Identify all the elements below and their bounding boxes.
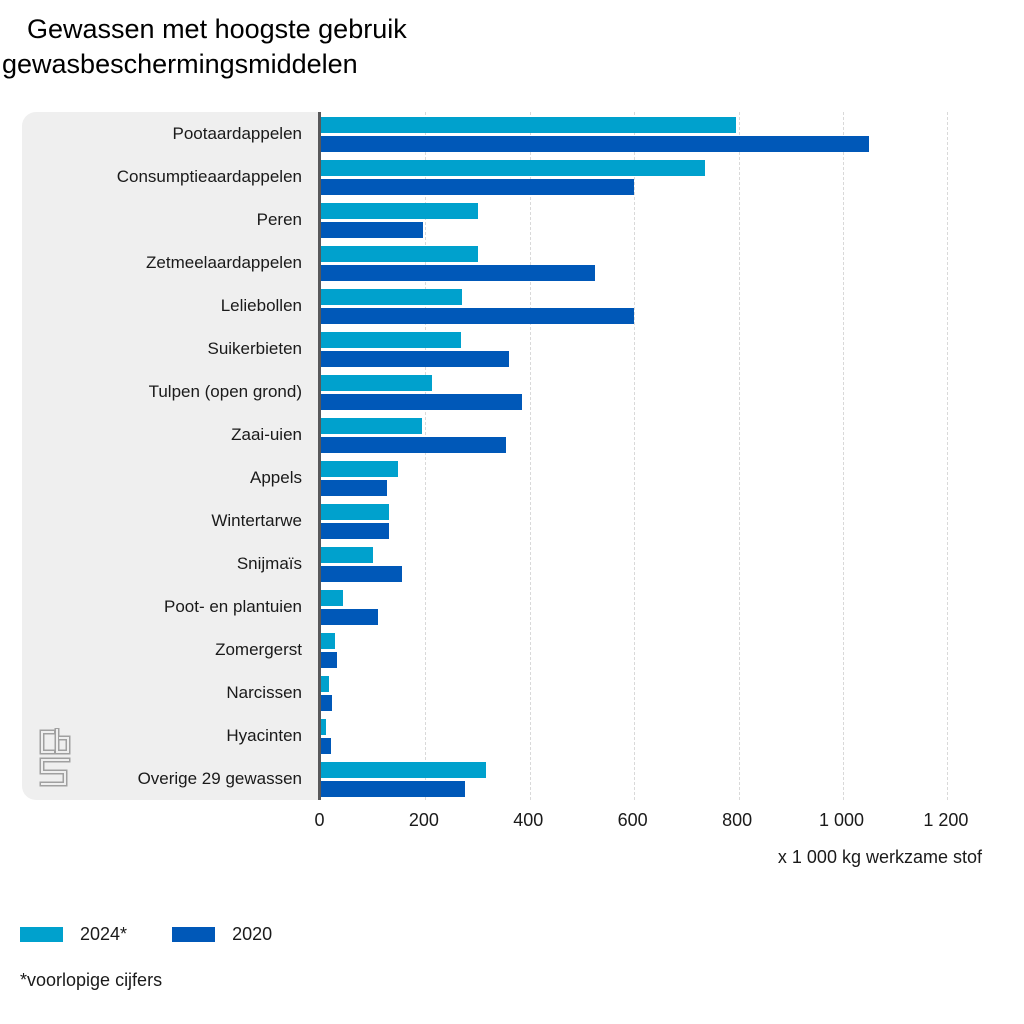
cbs-logo-glyph xyxy=(39,727,71,787)
x-tick-label-400: 400 xyxy=(513,810,544,830)
category-label: Leliebollen xyxy=(220,295,302,315)
bar-2020-row5[interactable] xyxy=(321,351,509,367)
category-labels-panel: Pootaardappelen Consumptieaardappelen Pere… xyxy=(22,112,318,800)
category-label: Tulpen (open grond) xyxy=(148,381,302,401)
x-tick-label-800: 800 xyxy=(722,810,753,830)
bar-2020-row8[interactable] xyxy=(321,480,387,496)
footnote: *voorlopige cijfers xyxy=(20,970,163,990)
chart-title: Gewassen met hoogste gebruik gewasbesche… xyxy=(0,12,407,82)
x-axis-title: x 1 000 kg werkzame stof xyxy=(777,847,982,867)
bar-2024-row3[interactable] xyxy=(321,246,478,262)
x-tick-label-600: 600 xyxy=(617,810,648,830)
category-label: Hyacinten xyxy=(226,725,302,745)
category-label: Suikerbieten xyxy=(207,338,302,358)
legend-label: 2024* xyxy=(80,924,128,944)
chart-area: Pootaardappelen Consumptieaardappelen Pere… xyxy=(0,112,1024,800)
gridline-400 xyxy=(530,112,531,800)
bar-2024-row0[interactable] xyxy=(321,117,736,133)
bar-2020-row15[interactable] xyxy=(321,781,465,797)
x-tick-label-0: 0 xyxy=(314,810,325,830)
bar-2020-row9[interactable] xyxy=(321,523,389,539)
legend-swatch-2020 xyxy=(172,927,216,942)
bar-2024-row14[interactable] xyxy=(321,719,326,735)
category-label: Wintertarwe xyxy=(211,510,302,530)
gridline-200 xyxy=(425,112,426,800)
bar-2024-row1[interactable] xyxy=(321,160,705,176)
bar-2020-row11[interactable] xyxy=(321,609,378,625)
x-tick-label-1200: 1 200 xyxy=(923,810,969,830)
x-tick-label-1000: 1 000 xyxy=(818,810,865,830)
category-label: Snijmaïs xyxy=(236,553,302,573)
bar-2024-row12[interactable] xyxy=(321,633,335,649)
category-label: Appels xyxy=(250,467,302,487)
plot-area xyxy=(318,112,1024,800)
x-axis: 0 200 400 600 800 1 000 1 200 xyxy=(314,810,1024,834)
category-label: Zomergerst xyxy=(215,639,302,659)
bar-2020-row0[interactable] xyxy=(321,136,869,152)
gridline-600 xyxy=(634,112,635,800)
gridline-1200 xyxy=(947,112,948,800)
bar-2024-row10[interactable] xyxy=(321,547,373,563)
bar-2020-row2[interactable] xyxy=(321,222,423,238)
category-label: Pootaardappelen xyxy=(172,123,302,143)
bar-2020-row4[interactable] xyxy=(321,308,634,324)
bar-2024-row6[interactable] xyxy=(321,375,432,391)
category-label: Narcissen xyxy=(226,682,302,702)
gridline-800 xyxy=(739,112,740,800)
bar-2024-row4[interactable] xyxy=(321,289,462,305)
legend-item-2020[interactable]: 2020 xyxy=(172,924,272,945)
bar-2024-row9[interactable] xyxy=(321,504,389,520)
cbs-logo xyxy=(38,727,72,790)
category-label: Zetmeelaardappelen xyxy=(146,252,302,272)
bar-2024-row15[interactable] xyxy=(321,762,486,778)
bar-2020-row13[interactable] xyxy=(321,695,332,711)
bar-2024-row2[interactable] xyxy=(321,203,478,219)
bar-2020-row1[interactable] xyxy=(321,179,634,195)
category-label: Zaai-uien xyxy=(231,424,302,444)
bar-2020-row6[interactable] xyxy=(321,394,522,410)
bar-2020-row7[interactable] xyxy=(321,437,506,453)
bar-2024-row8[interactable] xyxy=(321,461,398,477)
chart-title-line1: Gewassen met hoogste gebruik xyxy=(27,14,407,44)
bar-2024-row5[interactable] xyxy=(321,332,461,348)
bar-2020-row10[interactable] xyxy=(321,566,402,582)
bar-2020-row14[interactable] xyxy=(321,738,331,754)
chart-title-line2: gewasbeschermingsmiddelen xyxy=(2,49,358,79)
category-label: Peren xyxy=(256,209,302,229)
legend-item-2024[interactable]: 2024* xyxy=(20,924,127,945)
x-tick-label-200: 200 xyxy=(408,810,439,830)
category-label: Consumptieaardappelen xyxy=(116,166,302,186)
bar-2024-row7[interactable] xyxy=(321,418,422,434)
bar-2020-row3[interactable] xyxy=(321,265,595,281)
gridline-1000 xyxy=(843,112,844,800)
legend-label: 2020 xyxy=(232,924,273,944)
category-label: Overige 29 gewassen xyxy=(137,768,302,788)
category-label: Poot- en plantuien xyxy=(164,596,302,616)
legend-swatch-2024 xyxy=(20,927,63,942)
bar-2024-row13[interactable] xyxy=(321,676,329,692)
bar-2024-row11[interactable] xyxy=(321,590,343,606)
bar-2020-row12[interactable] xyxy=(321,652,337,668)
legend: 2024* 2020 xyxy=(20,924,272,945)
